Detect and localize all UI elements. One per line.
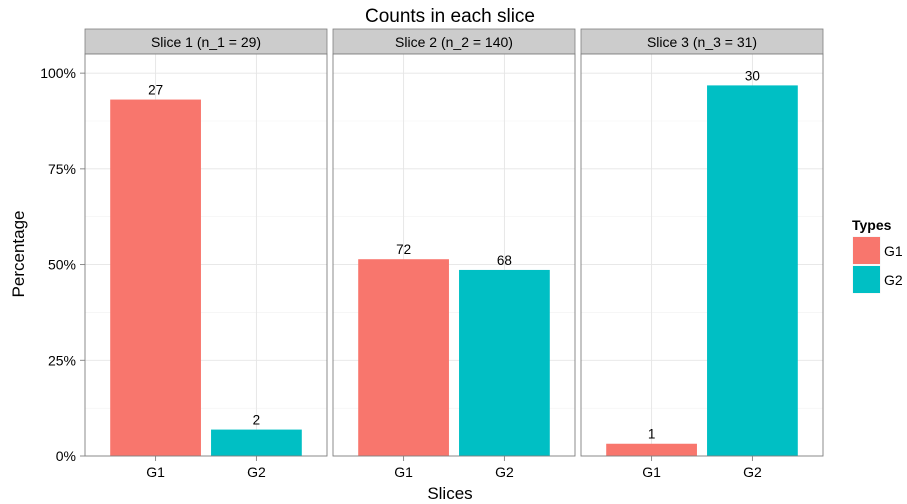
y-tick-label: 0% [56, 448, 76, 464]
facet-strip [580, 28, 824, 55]
panel-border [332, 53, 576, 457]
x-tick-label: G1 [394, 464, 413, 480]
legend-swatch-g2 [853, 266, 880, 293]
bar-g1 [110, 99, 201, 456]
facet-panel-3: Slice 3 (n_3 = 31) 1 G1 30 G2 [580, 28, 824, 480]
bar-g1 [606, 443, 697, 456]
y-tick-label: 75% [48, 161, 76, 177]
bar-data-label: 2 [253, 413, 261, 428]
facet-panel-1: Slice 1 (n_1 = 29) 27 G1 2 G2 [84, 28, 328, 480]
facet-panel-2: Slice 2 (n_2 = 140) 72 G1 68 G2 [332, 28, 576, 480]
x-tick-label: G1 [146, 464, 165, 480]
y-tick-label: 50% [48, 257, 76, 273]
y-tick-label: 25% [48, 352, 76, 368]
x-axis-title: Slices [427, 484, 472, 503]
panel-border [84, 53, 328, 457]
facet-strip-label: Slice 2 (n_2 = 140) [395, 34, 513, 50]
bar-g2 [211, 429, 302, 456]
bar-data-label: 1 [648, 427, 656, 442]
x-tick-label: G2 [247, 464, 266, 480]
legend-swatch-g1 [853, 237, 880, 264]
x-tick-label: G1 [642, 464, 661, 480]
bar-g2 [707, 85, 798, 456]
panel-border [580, 53, 824, 457]
legend-label: G1 [884, 243, 903, 259]
bar-data-label: 68 [497, 253, 512, 268]
bar-data-label: 30 [745, 68, 760, 83]
y-axis: 0% 25% 50% 75% 100% [40, 65, 85, 464]
facet-strip-label: Slice 3 (n_3 = 31) [647, 34, 757, 50]
x-tick-label: G2 [495, 464, 514, 480]
facet-strip [332, 28, 576, 55]
legend-label: G2 [884, 272, 903, 288]
facet-strip-label: Slice 1 (n_1 = 29) [151, 34, 261, 50]
bar-data-label: 72 [396, 242, 411, 257]
y-axis-title: Percentage [9, 211, 28, 298]
x-tick-label: G2 [743, 464, 762, 480]
y-tick-label: 100% [40, 65, 76, 81]
facet-strip [84, 28, 328, 55]
legend: Types G1 G2 [851, 217, 903, 295]
chart-title: Counts in each slice [365, 6, 535, 27]
bar-data-label: 27 [148, 83, 163, 98]
legend-title: Types [852, 217, 892, 233]
bar-g2 [459, 269, 550, 456]
bar-g1 [358, 259, 449, 456]
